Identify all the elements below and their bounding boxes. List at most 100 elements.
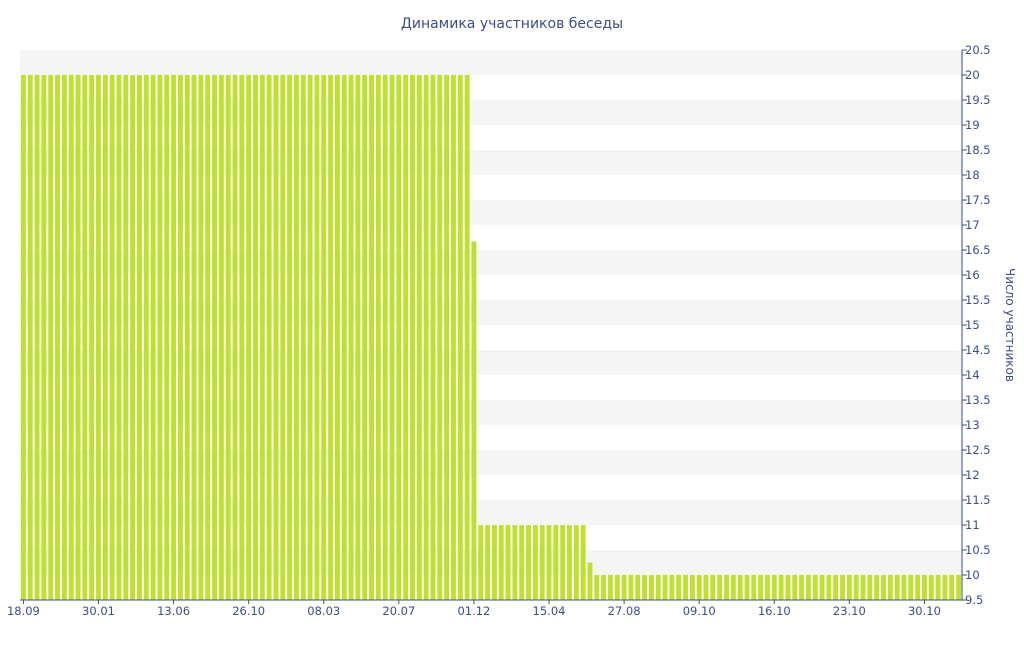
bar	[608, 575, 613, 600]
grid-band	[20, 400, 962, 425]
bar	[819, 575, 825, 600]
bar	[82, 75, 88, 600]
bar	[396, 75, 402, 600]
bar	[765, 575, 770, 600]
x-tick-label: 27.08	[608, 604, 641, 618]
bar	[648, 575, 654, 600]
bar	[205, 75, 211, 600]
bar	[908, 575, 914, 600]
bar	[669, 575, 675, 600]
bar	[355, 75, 361, 600]
bar	[799, 575, 805, 600]
bar	[580, 525, 586, 600]
y-tick-label: 15.5	[965, 293, 991, 307]
bar	[491, 525, 497, 600]
y-tick-label: 17.5	[965, 193, 991, 207]
y-tick-label: 16.5	[965, 243, 991, 257]
bar	[96, 75, 101, 600]
bar	[805, 575, 811, 600]
bar	[430, 75, 436, 600]
x-tick-label: 13.06	[157, 604, 190, 618]
bar	[526, 525, 531, 600]
y-tick-label: 14.5	[965, 343, 991, 357]
x-tick-label: 08.03	[307, 604, 340, 618]
y-tick-label: 16	[965, 268, 980, 282]
bar	[294, 75, 299, 600]
bar	[300, 75, 306, 600]
bar	[498, 525, 504, 600]
x-tick-label: 16.10	[758, 604, 791, 618]
bar	[956, 575, 962, 600]
x-tick-label: 30.10	[908, 604, 941, 618]
bar	[191, 75, 197, 600]
y-tick-label: 19	[965, 118, 980, 132]
bar	[744, 575, 750, 600]
bar	[621, 575, 627, 600]
bar	[307, 75, 313, 600]
y-tick-label: 15	[965, 318, 980, 332]
bar	[321, 75, 327, 600]
bar	[887, 575, 893, 600]
y-tick-label: 17	[965, 218, 980, 232]
bar	[61, 75, 67, 600]
bar	[642, 575, 648, 600]
bar	[259, 75, 265, 600]
bar	[737, 575, 743, 600]
bar	[416, 75, 422, 600]
bar	[696, 575, 702, 600]
bar	[949, 575, 955, 600]
bar	[137, 75, 142, 600]
bar	[730, 575, 736, 600]
grid-bands	[20, 50, 962, 575]
bar	[594, 575, 600, 600]
bar	[184, 75, 190, 600]
grid-band	[20, 150, 962, 175]
bar	[457, 75, 463, 600]
bar	[553, 525, 559, 600]
bar	[826, 575, 832, 600]
y-tick-label: 12.5	[965, 443, 991, 457]
bar	[143, 75, 149, 600]
bar	[171, 75, 177, 600]
x-tick-label: 30.01	[82, 604, 115, 618]
bar	[601, 575, 607, 600]
x-axis: 18.09 30.01 13.06 26.10 08.03 20.07 01.12 15.04…	[7, 599, 962, 618]
bar	[253, 75, 258, 600]
bar	[266, 75, 272, 600]
bar	[102, 75, 108, 600]
bar	[232, 75, 238, 600]
grid-band	[20, 550, 962, 575]
y-axis: 9.5 10 10.5 11 11.5 12 12.5 13 13.5 14 14.5 15 15.5 1…	[961, 43, 991, 607]
bar	[567, 525, 572, 600]
y-tick-label: 9.5	[965, 593, 983, 607]
bar	[662, 575, 668, 600]
y-tick-label: 13	[965, 418, 980, 432]
bar	[225, 75, 231, 600]
bar	[328, 75, 334, 600]
bar	[403, 75, 409, 600]
bar	[546, 525, 552, 600]
grid-band	[20, 350, 962, 375]
bar	[41, 75, 47, 600]
bar	[874, 575, 880, 600]
bar	[334, 75, 340, 600]
y-tick-label: 19.5	[965, 93, 991, 107]
bar	[614, 575, 620, 600]
x-tick-label: 01.12	[457, 604, 490, 618]
x-tick-label: 09.10	[683, 604, 716, 618]
x-tick-label: 20.07	[382, 604, 415, 618]
chart-title: Динамика участников беседы	[401, 16, 623, 32]
bar	[116, 75, 122, 600]
bar	[280, 75, 286, 600]
grid-band	[20, 200, 962, 225]
bar	[901, 575, 907, 600]
bar	[894, 575, 900, 600]
bar	[314, 75, 320, 600]
y-tick-label: 14	[965, 368, 980, 382]
bar	[512, 525, 518, 600]
bar	[55, 75, 60, 600]
bar	[840, 575, 845, 600]
bar	[218, 75, 224, 600]
